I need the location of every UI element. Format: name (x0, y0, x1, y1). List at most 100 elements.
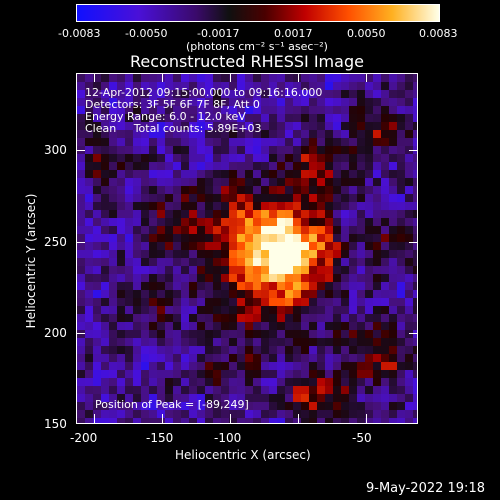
heatmap-cell (157, 114, 166, 123)
heatmap-cell (173, 266, 182, 275)
heatmap-cell (245, 234, 254, 243)
heatmap-cell (317, 106, 326, 115)
heatmap-cell (373, 210, 382, 219)
heatmap-cell (189, 394, 198, 403)
heatmap-cell (261, 106, 270, 115)
heatmap-cell (325, 338, 334, 347)
heatmap-cell (109, 258, 118, 267)
heatmap-cell (213, 266, 222, 275)
heatmap-cell (293, 138, 302, 147)
heatmap-cell (269, 138, 278, 147)
heatmap-cell (173, 418, 182, 423)
heatmap-cell (93, 122, 102, 131)
heatmap-cell (261, 378, 270, 387)
heatmap-cell (413, 298, 417, 307)
heatmap-cell (405, 106, 414, 115)
heatmap-cell (93, 370, 102, 379)
heatmap-cell (333, 306, 342, 315)
heatmap-cell (253, 186, 262, 195)
heatmap-cell (125, 154, 134, 163)
heatmap-cell (221, 258, 230, 267)
heatmap-cell (253, 226, 262, 235)
heatmap-cell (365, 218, 374, 227)
heatmap-cell (85, 82, 94, 91)
heatmap-cell (173, 378, 182, 387)
heatmap-cell (301, 202, 310, 211)
heatmap-cell (117, 90, 126, 99)
heatmap-cell (325, 106, 334, 115)
heatmap-cell (277, 82, 286, 91)
heatmap-cell (333, 106, 342, 115)
heatmap-cell (309, 306, 318, 315)
heatmap-cell (269, 410, 278, 419)
heatmap-cell (245, 266, 254, 275)
heatmap-cell (133, 314, 142, 323)
heatmap-cell (157, 138, 166, 147)
heatmap-cell (133, 378, 142, 387)
heatmap-cell (325, 378, 334, 387)
heatmap-cell (365, 154, 374, 163)
heatmap-cell (333, 234, 342, 243)
heatmap-cell (141, 266, 150, 275)
heatmap-cell (93, 298, 102, 307)
heatmap-cell (141, 330, 150, 339)
y-tick-mark-right (409, 242, 418, 243)
heatmap-cell (293, 338, 302, 347)
heatmap-cell (325, 370, 334, 379)
heatmap-cell (245, 322, 254, 331)
heatmap-cell (173, 98, 182, 107)
heatmap-cell (165, 274, 174, 283)
heatmap-cell (277, 242, 286, 251)
heatmap-cell (205, 186, 214, 195)
heatmap-cell (109, 354, 118, 363)
heatmap-cell (373, 298, 382, 307)
heatmap-cell (237, 370, 246, 379)
heatmap-cell (333, 202, 342, 211)
heatmap-cell (85, 242, 94, 251)
heatmap-cell (269, 402, 278, 411)
heatmap-cell (301, 90, 310, 99)
heatmap-cell (301, 162, 310, 171)
heatmap-cell (165, 354, 174, 363)
heatmap-cell (317, 186, 326, 195)
heatmap-cell (333, 154, 342, 163)
heatmap-cell (285, 138, 294, 147)
heatmap-cell (181, 386, 190, 395)
heatmap-cell (101, 314, 110, 323)
heatmap-cell (157, 130, 166, 139)
heatmap-cell (349, 322, 358, 331)
heatmap-cell (285, 370, 294, 379)
heatmap-cell (357, 210, 366, 219)
heatmap-cell (213, 338, 222, 347)
heatmap-cell (285, 298, 294, 307)
heatmap-cell (405, 194, 414, 203)
heatmap-cell (77, 114, 86, 123)
heatmap-cell (77, 242, 86, 251)
heatmap-cell (245, 106, 254, 115)
heatmap-cell (237, 194, 246, 203)
heatmap-cell (381, 354, 390, 363)
heatmap-cell (389, 306, 398, 315)
heatmap-cell (229, 354, 238, 363)
heatmap-cell (133, 146, 142, 155)
heatmap-cell (157, 346, 166, 355)
heatmap-cell (93, 90, 102, 99)
heatmap-cell (381, 178, 390, 187)
heatmap-cell (149, 154, 158, 163)
heatmap-cell (381, 250, 390, 259)
heatmap-cell (125, 330, 134, 339)
heatmap-cell (221, 314, 230, 323)
heatmap-cell (197, 418, 206, 423)
heatmap-cell (333, 162, 342, 171)
heatmap-cell (197, 82, 206, 91)
heatmap-cell (317, 418, 326, 423)
heatmap-cell (357, 282, 366, 291)
heatmap-cell (109, 226, 118, 235)
heatmap-cell (117, 114, 126, 123)
heatmap-cell (253, 258, 262, 267)
heatmap-cell (405, 266, 414, 275)
heatmap-cell (365, 250, 374, 259)
heatmap-cell (341, 258, 350, 267)
heatmap-cell (269, 418, 278, 423)
heatmap-cell (293, 354, 302, 363)
